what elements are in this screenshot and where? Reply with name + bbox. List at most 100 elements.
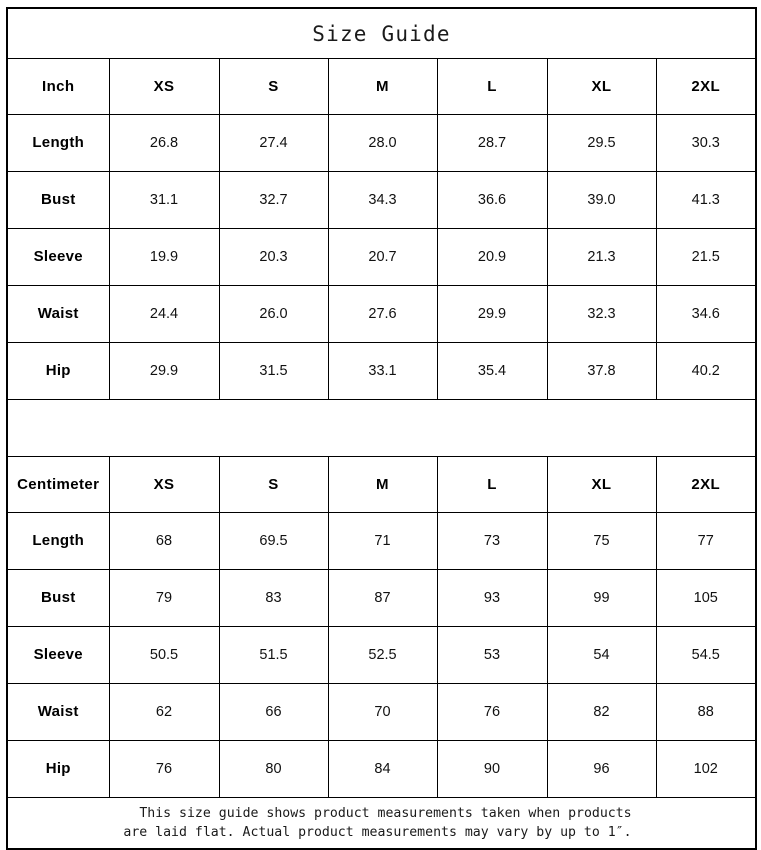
title-row: Size Guide (7, 8, 756, 59)
value-cell: 20.3 (218, 228, 329, 286)
footer-row: This size guide shows product measuremen… (7, 797, 756, 849)
value-cell: 99 (546, 569, 657, 627)
row-label-cell: Hip (6, 740, 110, 798)
row-label-cell: Length (6, 512, 110, 570)
value-cell: 28.0 (327, 114, 438, 172)
table-row: Bust 31.1 32.7 34.3 36.6 39.0 41.3 (6, 171, 757, 229)
value-cell: 105 (655, 569, 757, 627)
value-cell: 93 (436, 569, 548, 627)
value-cell: 27.6 (327, 285, 438, 343)
value-cell: 40.2 (655, 342, 757, 400)
value-cell: 36.6 (436, 171, 548, 229)
row-label-cell: Hip (6, 342, 110, 400)
value-cell: 87 (327, 569, 438, 627)
table-spacer-row (7, 399, 756, 457)
title-cell: Size Guide (7, 8, 756, 59)
inch-size-header-l: L (436, 58, 548, 115)
value-cell: 19.9 (108, 228, 220, 286)
row-label-cell: Bust (6, 171, 110, 229)
value-cell: 50.5 (108, 626, 220, 684)
inch-unit-header: Inch (6, 58, 110, 115)
table-row: Waist 62 66 70 76 82 88 (6, 683, 757, 741)
row-label-cell: Bust (6, 569, 110, 627)
value-cell: 32.7 (218, 171, 329, 229)
value-cell: 66 (218, 683, 329, 741)
inch-size-header-m: M (327, 58, 438, 115)
row-label-cell: Sleeve (6, 626, 110, 684)
inch-size-header-s: S (218, 58, 329, 115)
cm-size-header-xs: XS (108, 456, 220, 513)
value-cell: 34.3 (327, 171, 438, 229)
value-cell: 26.8 (108, 114, 220, 172)
value-cell: 41.3 (655, 171, 757, 229)
row-label-cell: Length (6, 114, 110, 172)
table-row: Waist 24.4 26.0 27.6 29.9 32.3 34.6 (6, 285, 757, 343)
value-cell: 88 (655, 683, 757, 741)
cm-size-header-s: S (218, 456, 329, 513)
value-cell: 76 (108, 740, 220, 798)
value-cell: 32.3 (546, 285, 657, 343)
value-cell: 35.4 (436, 342, 548, 400)
value-cell: 76 (436, 683, 548, 741)
table-row: Sleeve 19.9 20.3 20.7 20.9 21.3 21.5 (6, 228, 757, 286)
table-row: Bust 79 83 87 93 99 105 (6, 569, 757, 627)
row-label-cell: Sleeve (6, 228, 110, 286)
table-row: Sleeve 50.5 51.5 52.5 53 54 54.5 (6, 626, 757, 684)
centimeter-header-row: Centimeter XS S M L XL 2XL (6, 456, 757, 513)
inch-size-header-xl: XL (546, 58, 657, 115)
value-cell: 54.5 (655, 626, 757, 684)
row-label-cell: Waist (6, 285, 110, 343)
value-cell: 79 (108, 569, 220, 627)
value-cell: 71 (327, 512, 438, 570)
row-label-cell: Waist (6, 683, 110, 741)
value-cell: 28.7 (436, 114, 548, 172)
value-cell: 53 (436, 626, 548, 684)
value-cell: 102 (655, 740, 757, 798)
value-cell: 77 (655, 512, 757, 570)
value-cell: 29.9 (436, 285, 548, 343)
table-row: Hip 76 80 84 90 96 102 (6, 740, 757, 798)
spacer-cell (7, 399, 756, 457)
cm-size-header-xl: XL (546, 456, 657, 513)
value-cell: 21.5 (655, 228, 757, 286)
value-cell: 21.3 (546, 228, 657, 286)
value-cell: 29.9 (108, 342, 220, 400)
footer-note: This size guide shows product measuremen… (123, 806, 632, 840)
table-row: Length 68 69.5 71 73 75 77 (6, 512, 757, 570)
value-cell: 31.1 (108, 171, 220, 229)
cm-size-header-m: M (327, 456, 438, 513)
value-cell: 31.5 (218, 342, 329, 400)
value-cell: 51.5 (218, 626, 329, 684)
value-cell: 62 (108, 683, 220, 741)
value-cell: 29.5 (546, 114, 657, 172)
value-cell: 26.0 (218, 285, 329, 343)
value-cell: 73 (436, 512, 548, 570)
value-cell: 83 (218, 569, 329, 627)
value-cell: 24.4 (108, 285, 220, 343)
value-cell: 90 (436, 740, 548, 798)
value-cell: 96 (546, 740, 657, 798)
value-cell: 30.3 (655, 114, 757, 172)
value-cell: 39.0 (546, 171, 657, 229)
value-cell: 69.5 (218, 512, 329, 570)
value-cell: 70 (327, 683, 438, 741)
value-cell: 20.9 (436, 228, 548, 286)
value-cell: 80 (218, 740, 329, 798)
value-cell: 37.8 (546, 342, 657, 400)
table-row: Length 26.8 27.4 28.0 28.7 29.5 30.3 (6, 114, 757, 172)
value-cell: 34.6 (655, 285, 757, 343)
value-cell: 20.7 (327, 228, 438, 286)
value-cell: 75 (546, 512, 657, 570)
value-cell: 54 (546, 626, 657, 684)
size-guide-table: Size Guide Inch XS S M L (6, 7, 757, 850)
value-cell: 52.5 (327, 626, 438, 684)
inch-size-header-xs: XS (108, 58, 220, 115)
inch-header-row: Inch XS S M L XL 2XL (6, 58, 757, 115)
value-cell: 82 (546, 683, 657, 741)
value-cell: 27.4 (218, 114, 329, 172)
value-cell: 33.1 (327, 342, 438, 400)
footer-note-cell: This size guide shows product measuremen… (7, 797, 756, 849)
table-row: Hip 29.9 31.5 33.1 35.4 37.8 40.2 (6, 342, 757, 400)
page-title: Size Guide (312, 21, 451, 46)
